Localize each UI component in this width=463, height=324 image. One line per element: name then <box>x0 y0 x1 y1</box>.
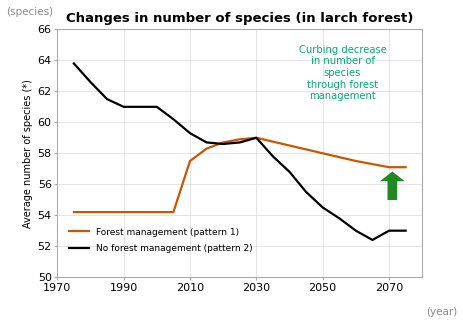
No forest management (pattern 2) <box>237 141 242 145</box>
No forest management (pattern 2) <box>352 229 358 233</box>
Legend: Forest management (pattern 1), No forest management (pattern 2): Forest management (pattern 1), No forest… <box>69 227 252 253</box>
No forest management (pattern 2) <box>170 117 176 121</box>
Y-axis label: Average number of species (*): Average number of species (*) <box>24 79 33 228</box>
Forest management (pattern 1) <box>319 151 325 155</box>
Forest management (pattern 1) <box>71 210 76 214</box>
Forest management (pattern 1) <box>385 165 391 169</box>
No forest management (pattern 2) <box>253 136 258 140</box>
No forest management (pattern 2) <box>319 205 325 209</box>
No forest management (pattern 2) <box>220 142 225 146</box>
Forest management (pattern 1) <box>170 210 176 214</box>
No forest management (pattern 2) <box>88 80 93 84</box>
Title: Changes in number of species (in larch forest): Changes in number of species (in larch f… <box>66 12 413 26</box>
Forest management (pattern 1) <box>203 147 209 151</box>
Forest management (pattern 1) <box>352 159 358 163</box>
No forest management (pattern 2) <box>154 105 159 109</box>
Forest management (pattern 1) <box>137 210 143 214</box>
Line: Forest management (pattern 1): Forest management (pattern 1) <box>74 138 405 212</box>
Forest management (pattern 1) <box>237 137 242 141</box>
No forest management (pattern 2) <box>203 141 209 145</box>
No forest management (pattern 2) <box>137 105 143 109</box>
No forest management (pattern 2) <box>187 131 192 135</box>
Text: (species): (species) <box>6 7 53 17</box>
No forest management (pattern 2) <box>303 190 308 194</box>
Line: No forest management (pattern 2): No forest management (pattern 2) <box>74 64 405 240</box>
Forest management (pattern 1) <box>286 144 292 147</box>
Forest management (pattern 1) <box>253 136 258 140</box>
No forest management (pattern 2) <box>104 97 110 101</box>
No forest management (pattern 2) <box>269 155 275 158</box>
No forest management (pattern 2) <box>336 216 341 220</box>
No forest management (pattern 2) <box>120 105 126 109</box>
No forest management (pattern 2) <box>369 238 375 242</box>
No forest management (pattern 2) <box>286 170 292 174</box>
Text: (year): (year) <box>425 307 456 317</box>
Forest management (pattern 1) <box>220 141 225 145</box>
Forest management (pattern 1) <box>187 159 192 163</box>
Forest management (pattern 1) <box>104 210 110 214</box>
No forest management (pattern 2) <box>71 62 76 65</box>
No forest management (pattern 2) <box>402 229 407 233</box>
Text: Curbing decrease
in number of
species
through forest
management: Curbing decrease in number of species th… <box>298 45 386 101</box>
Forest management (pattern 1) <box>402 165 407 169</box>
No forest management (pattern 2) <box>385 229 391 233</box>
